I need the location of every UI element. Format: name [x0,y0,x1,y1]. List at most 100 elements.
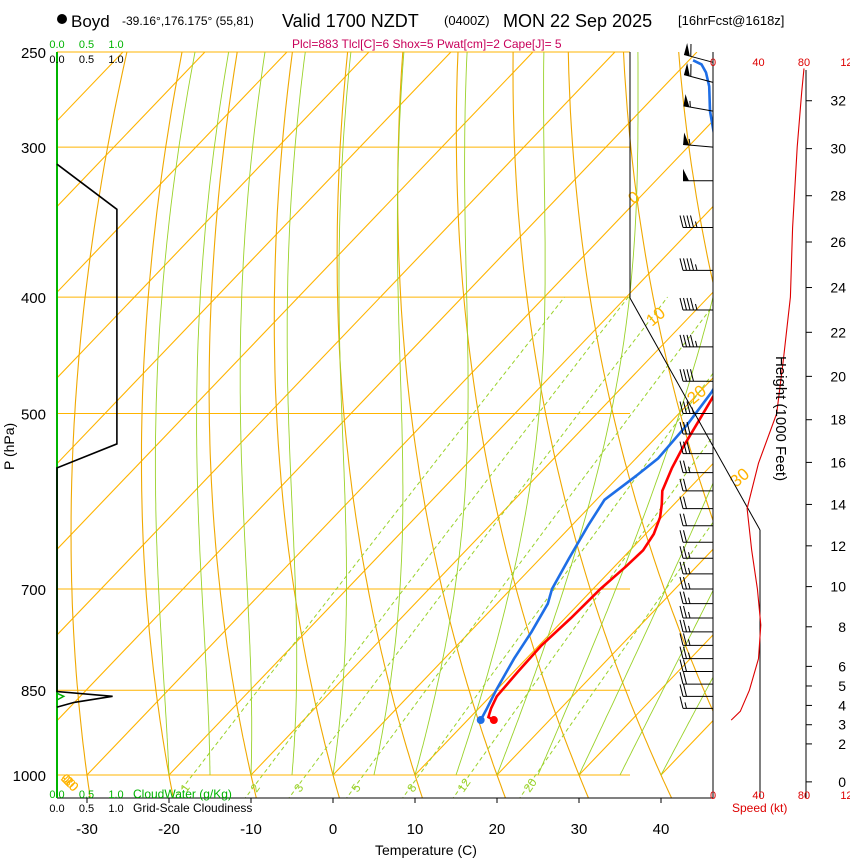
wind-barb-flag [683,546,687,559]
wind-barb-flag [679,659,684,672]
wind-barb-pennant [684,63,690,77]
dry-adiabat-line [208,52,257,798]
wind-barb [679,421,713,435]
isotherm-label-right: 0 [624,187,643,208]
wind-barb [679,659,713,673]
wind-barb-half [688,552,691,559]
valid-zulu: (0400Z) [444,13,490,28]
speed-axis-title: Speed (kt) [732,801,787,815]
moist-adiabat-line [286,52,306,776]
cloudiness-bottom-tick: 0.5 [79,803,94,815]
x-tick-label: -20 [158,821,180,838]
station-marker-icon [57,14,67,24]
wind-barb-half [688,639,691,646]
moist-adiabat-line [154,52,196,776]
wind-barb-flag [679,513,684,526]
speed-top-tick: 80 [798,57,810,69]
moist-adiabat-line [660,676,713,776]
wind-barb-half [684,702,687,709]
wind-barb-flag [683,460,687,473]
forecast-info: [16hrFcst@1618z] [678,13,784,28]
pressure-tick-label: 700 [21,582,46,599]
cloudwater-bottom-tick: 1.0 [108,789,123,801]
cloudiness-top-tick: 0.0 [49,54,64,66]
isotherm-line [57,52,206,208]
stability-params: Plcl=883 Tlcl[C]=6 Shox=5 Pwat[cm]=2 Cap… [292,37,562,51]
wind-barb-flag [679,334,684,347]
isotherm-label-right: 10 [642,303,669,330]
wind-barb-half [695,264,698,271]
speed-top-tick: 0 [710,57,716,69]
wind-barb [679,576,713,590]
isotherm-line [332,377,713,776]
wind-barb-flag [683,561,687,574]
wind-barb-half [688,582,691,590]
wind-barb [679,671,713,685]
height-tick-label: 16 [830,454,846,470]
wind-barb-half [688,138,691,146]
cloud-profile [56,163,118,708]
moist-adiabat-line [332,52,352,776]
speed-bottom-tick: 120 [840,790,850,802]
cloudiness-top-tick: 0.5 [79,54,94,66]
cloudiness-top-tick: 1.0 [108,54,123,66]
wind-barb-flag [683,633,687,646]
wind-speed-line [730,68,805,721]
wind-barb-flag [679,684,684,697]
wind-barb-flag [683,605,687,619]
wind-barb-flag [679,561,684,574]
wind-barb-pennant [684,42,690,57]
wind-barb-pennant [683,168,689,181]
wind-barb-half [688,625,691,632]
wind-barb [679,530,713,543]
moist-adiabat-line [239,52,266,776]
wind-barb-flag [679,530,684,543]
moist-adiabat-line [496,52,639,776]
x-tick-label: 0 [329,821,337,838]
wind-barb-flag [690,369,694,382]
height-tick-label: 22 [830,324,846,340]
cloudiness-bottom-tick: 1.0 [108,803,123,815]
wind-barb [679,546,713,559]
wind-barb-flag [683,215,687,228]
wind-barb [679,460,713,474]
x-tick-label: 30 [571,821,588,838]
wind-barb [679,646,713,660]
wind-barb-half [695,221,698,228]
moist-adiabat-line [578,482,713,776]
height-tick-label: 18 [830,412,846,428]
wind-barb-flag [683,258,687,271]
mixing-ratio-lines [174,296,713,798]
wind-barb-flag [683,513,687,526]
height-tick-label: 3 [838,717,846,733]
wind-barb-flag [686,401,691,414]
dry-adiabat-line [455,52,590,798]
wind-barb-flag [686,297,691,311]
wind-barb-flag [686,334,691,347]
x-tick-label: -10 [240,821,262,838]
mixing-ratio-line [346,304,713,798]
dry-adiabat-line [336,52,423,798]
x-tick-label: 40 [653,821,670,838]
speed-bottom-tick: 0 [710,790,716,802]
wind-barb-flag [683,619,687,632]
height-tick-label: 20 [830,368,846,384]
wind-barb-flag [683,369,687,382]
wind-barb [683,42,714,63]
cloudwater-bottom-tick: 0.0 [49,789,64,801]
wind-barb-flag [679,215,684,228]
valid-date: MON 22 Sep 2025 [503,11,652,31]
height-tick-label: 24 [830,280,846,296]
wind-barb-flag [683,334,687,347]
speed-top-tick: 120 [840,57,850,69]
wind-barb-half [688,597,691,604]
isotherm-line [57,52,616,636]
wind-barb-shaft [683,105,714,112]
height-tick-label: 4 [838,697,846,713]
isotherm-line [250,291,713,776]
wind-barb [679,478,713,492]
wind-barb-flag [679,441,684,454]
height-tick-label: 0 [838,774,846,790]
wind-barb [679,258,713,271]
